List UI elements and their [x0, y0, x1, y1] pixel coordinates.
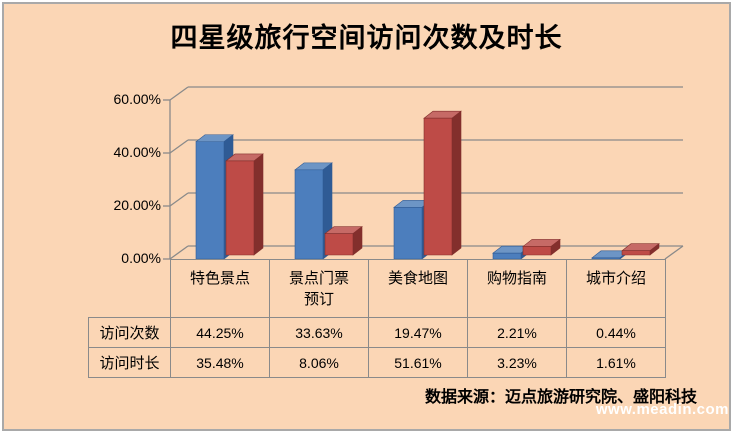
series-row-header-duration: 访问时长 — [88, 347, 171, 378]
watermark-text: www.meadin.com — [595, 401, 729, 418]
y-axis-tick-label: 60.00% — [113, 91, 161, 107]
category-header-3: 美食地图 — [368, 259, 468, 318]
value-cell: 19.47% — [368, 317, 468, 348]
chart-data-table: 特色景点 景点门票 预订 美食地图 购物指南 城市介绍 访问次数 44.25% … — [88, 259, 666, 378]
category-header-2: 景点门票 预订 — [269, 259, 369, 318]
value-cell: 44.25% — [170, 317, 270, 348]
category-header-4: 购物指南 — [467, 259, 567, 318]
y-axis-tick-label: 40.00% — [113, 144, 161, 160]
value-cell: 35.48% — [170, 347, 270, 378]
y-axis-tick-label: 0.00% — [121, 250, 161, 266]
table-corner-cell — [89, 260, 171, 318]
value-cell: 0.44% — [566, 317, 666, 348]
value-cell: 8.06% — [269, 347, 369, 378]
value-cell: 1.61% — [566, 347, 666, 378]
data-source-note: 数据来源：迈点旅游研究院、盛阳科技 — [424, 389, 697, 406]
table-row-visits: 访问次数 44.25% 33.63% 19.47% 2.21% 0.44% — [88, 317, 666, 348]
y-axis-tick-label: 20.00% — [113, 197, 161, 213]
category-header-1: 特色景点 — [170, 259, 270, 318]
series-row-header-visits: 访问次数 — [88, 317, 171, 348]
value-cell: 33.63% — [269, 317, 369, 348]
category-header-row: 特色景点 景点门票 预订 美食地图 购物指南 城市介绍 — [89, 259, 666, 318]
value-cell: 3.23% — [467, 347, 567, 378]
category-header-5: 城市介绍 — [566, 259, 666, 318]
value-cell: 2.21% — [467, 317, 567, 348]
table-row-duration: 访问时长 35.48% 8.06% 51.61% 3.23% 1.61% — [88, 347, 666, 378]
value-cell: 51.61% — [368, 347, 468, 378]
chart-title: 四星级旅行空间访问次数及时长 — [170, 23, 563, 53]
